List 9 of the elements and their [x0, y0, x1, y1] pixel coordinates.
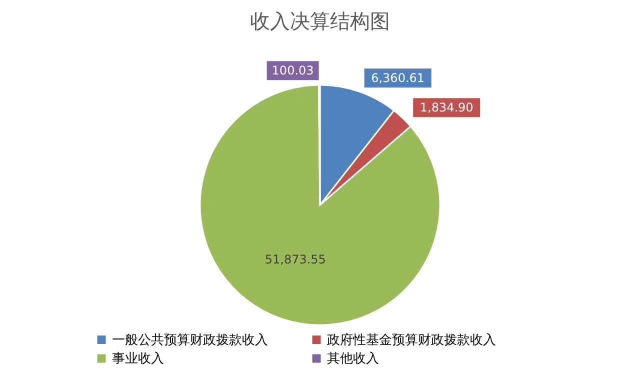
data-label: 6,360.61 — [371, 70, 425, 85]
chart-title: 收入决算结构图 — [250, 9, 390, 33]
legend-label: 政府性基金预算财政拨款收入 — [327, 332, 496, 348]
data-label: 51,873.55 — [264, 252, 326, 267]
legend-label: 一般公共预算财政拨款收入 — [112, 332, 268, 348]
legend-label: 事业收入 — [112, 352, 164, 366]
data-label: 1,834.90 — [420, 100, 474, 115]
data-label: 100.03 — [272, 64, 314, 78]
legend-label: 其他收入 — [327, 352, 379, 366]
